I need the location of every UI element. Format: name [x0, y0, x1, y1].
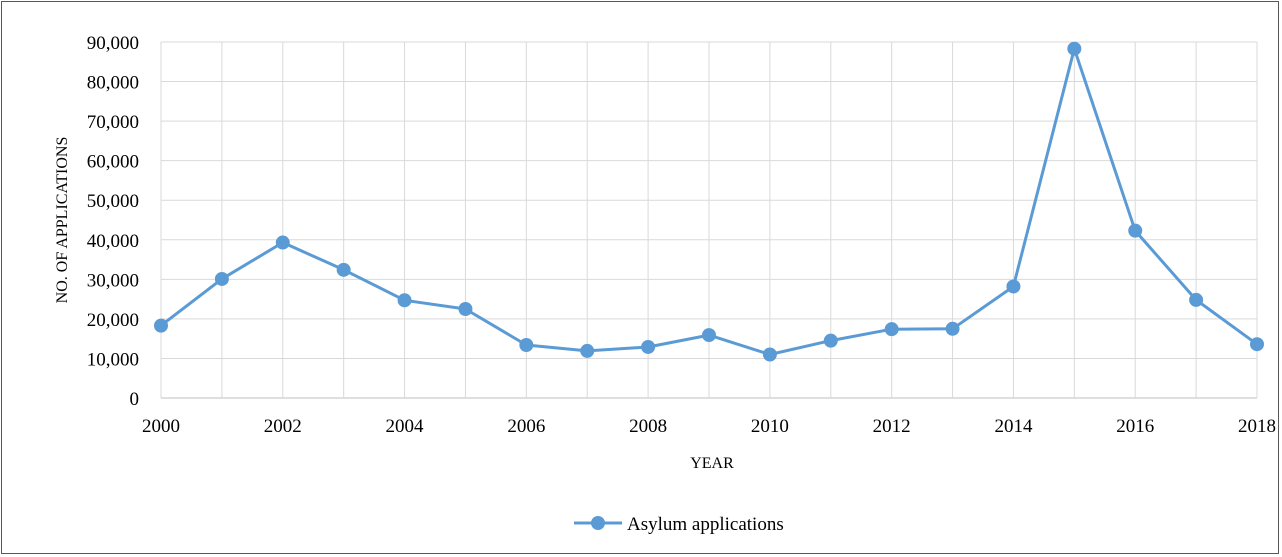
data-point	[1067, 41, 1082, 56]
data-point	[1189, 292, 1204, 307]
data-point	[580, 343, 595, 358]
y-tick-label: 90,000	[87, 33, 139, 54]
gridlines	[160, 41, 1258, 399]
y-tick-label: 60,000	[87, 152, 139, 173]
y-tick-label: 20,000	[87, 310, 139, 331]
y-tick-label: 70,000	[87, 112, 139, 133]
y-tick-label: 40,000	[87, 231, 139, 252]
legend-label: Asylum applications	[627, 514, 784, 535]
y-tick-label: 10,000	[87, 349, 139, 370]
legend-marker-icon	[591, 516, 605, 530]
data-point	[154, 318, 168, 333]
data-point	[945, 321, 960, 336]
x-tick-label: 2000	[142, 416, 180, 437]
y-tick-label: 50,000	[87, 191, 139, 212]
legend: Asylum applications	[574, 514, 784, 535]
x-tick-label: 2010	[751, 416, 789, 437]
x-tick-label: 2004	[386, 416, 425, 437]
x-tick-label: 2016	[1116, 416, 1154, 437]
x-tick-labels: 2000 2002 2004 2006 2008 2010 2012 2014 2016 2018	[142, 416, 1276, 437]
y-axis-title: NO. OF APPLICATIONS	[54, 137, 71, 304]
data-point	[884, 322, 899, 337]
data-point	[641, 339, 656, 354]
data-point	[275, 235, 290, 250]
x-tick-label: 2006	[507, 416, 545, 437]
x-tick-label: 2012	[873, 416, 911, 437]
y-tick-label: 0	[130, 389, 140, 410]
data-point	[336, 262, 351, 277]
data-point	[1006, 279, 1021, 294]
x-axis-title: YEAR	[690, 455, 734, 472]
data-point	[1128, 223, 1143, 238]
x-tick-label: 2002	[264, 416, 302, 437]
y-tick-label: 30,000	[87, 270, 139, 291]
data-point	[702, 328, 716, 343]
x-tick-label: 2018	[1238, 416, 1276, 437]
data-point	[1250, 337, 1264, 352]
data-point	[214, 271, 229, 286]
x-tick-label: 2014	[994, 416, 1033, 437]
data-point	[823, 333, 838, 348]
data-point	[519, 337, 534, 352]
series-group	[154, 41, 1264, 362]
data-point	[762, 347, 777, 362]
y-tick-label: 80,000	[87, 73, 139, 94]
y-tick-labels: 0 10,000 20,000 30,000 40,000 50,000 60,000 70,…	[87, 33, 139, 410]
data-point	[397, 293, 412, 308]
x-tick-label: 2008	[629, 416, 667, 437]
data-point	[458, 302, 473, 316]
